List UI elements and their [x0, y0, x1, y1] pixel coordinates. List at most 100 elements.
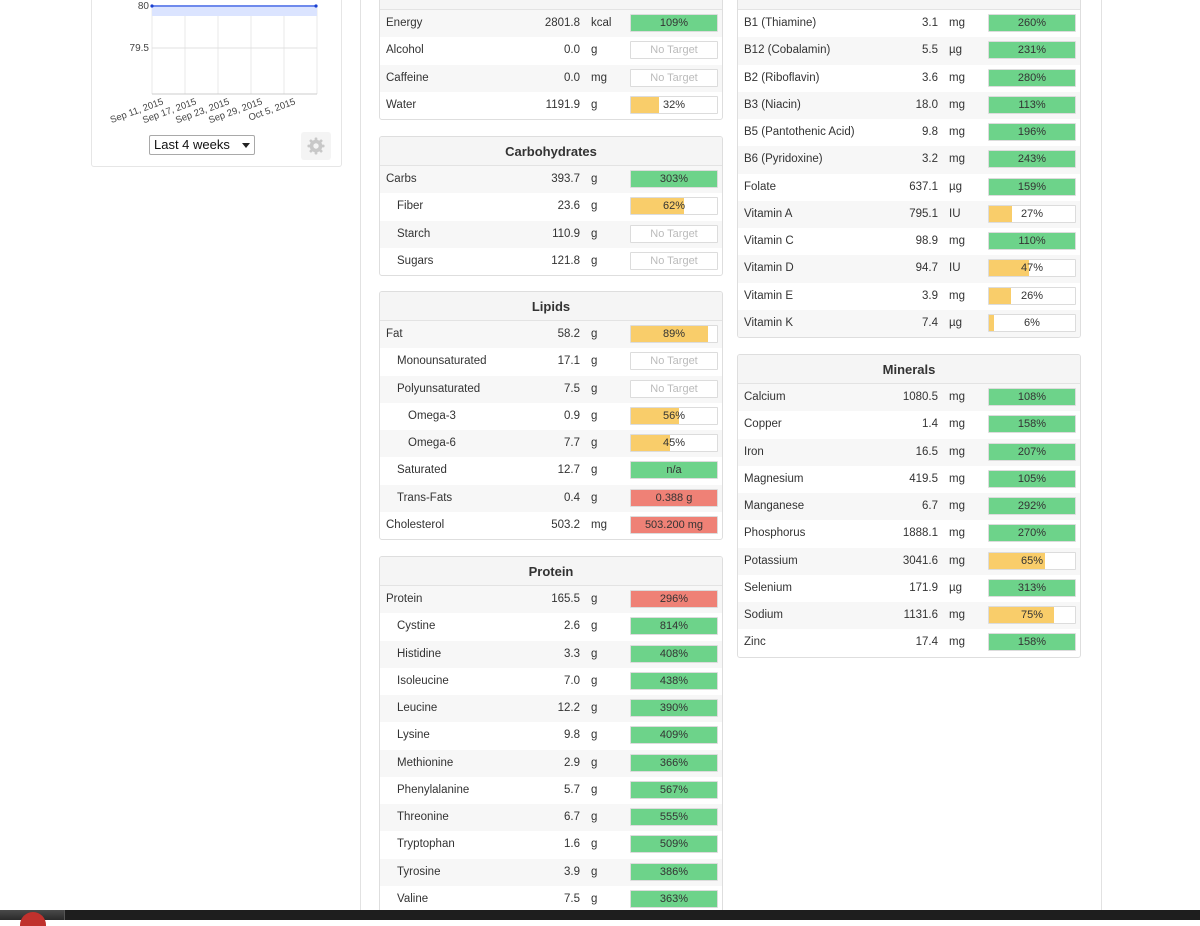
nutrient-row-water[interactable]: Water 1191.9 g 32%: [380, 92, 722, 119]
nutrient-row-lysine[interactable]: Lysine 9.8 g 409%: [380, 722, 722, 749]
nutrient-row-trans-fats[interactable]: Trans-Fats 0.4 g 0.388 g: [380, 484, 722, 512]
progress-label: 438%: [659, 674, 689, 687]
nutrient-amount: 1.4: [922, 418, 938, 431]
nutrient-row-vitamin-c[interactable]: Vitamin C 98.9 mg 110%: [738, 228, 1080, 255]
nutrient-row-vitamin-e[interactable]: Vitamin E 3.9 mg 26%: [738, 283, 1080, 310]
nutrient-row-protein[interactable]: Protein 165.5 g 296%: [380, 586, 722, 614]
target-progress-bar: 313%: [988, 578, 1076, 597]
nutrient-row-iron[interactable]: Iron 16.5 mg 207%: [738, 438, 1080, 466]
nutrient-row-selenium[interactable]: Selenium 171.9 µg 313%: [738, 575, 1080, 602]
nutrient-name: Starch: [397, 227, 431, 240]
nutrient-row-b3-niacin[interactable]: B3 (Niacin) 18.0 mg 113%: [738, 91, 1080, 119]
nutrient-row-copper[interactable]: Copper 1.4 mg 158%: [738, 411, 1080, 438]
nutrient-row-omega-3[interactable]: Omega-3 0.9 g 56%: [380, 403, 722, 430]
nutrient-row-b1-thiamine[interactable]: B1 (Thiamine) 3.1 mg 260%: [738, 10, 1080, 37]
nutrient-name: Trans-Fats: [397, 491, 453, 504]
progress-label: n/a: [666, 464, 682, 477]
time-range-select[interactable]: Last 4 weeks: [149, 135, 255, 155]
nutrient-amount: 0.4: [564, 491, 580, 504]
nutrient-row-vitamin-d[interactable]: Vitamin D 94.7 IU 47%: [738, 255, 1080, 283]
nutrient-row-vitamin-k[interactable]: Vitamin K 7.4 µg 6%: [738, 309, 1080, 337]
nutrient-row-b5-pantothenic-acid[interactable]: B5 (Pantothenic Acid) 9.8 mg 196%: [738, 119, 1080, 146]
progress-fill: [989, 42, 1075, 59]
nutrient-amount: 1080.5: [902, 391, 938, 403]
progress-label: 47%: [1020, 262, 1044, 275]
nutrient-row-histidine[interactable]: Histidine 3.3 g 408%: [380, 640, 722, 668]
nutrient-unit: g: [591, 382, 598, 395]
progress-label: 280%: [1017, 71, 1047, 84]
nutrient-row-leucine[interactable]: Leucine 12.2 g 390%: [380, 695, 722, 723]
progress-fill: [989, 260, 1030, 277]
progress-label: 408%: [659, 647, 689, 660]
nutrient-amount: 9.8: [922, 126, 938, 138]
nutrient-row-cystine[interactable]: Cystine 2.6 g 814%: [380, 613, 722, 640]
nutrient-row-caffeine[interactable]: Caffeine 0.0 mg No Target: [380, 64, 722, 92]
nutrient-row-b2-riboflavin[interactable]: B2 (Riboflavin) 3.6 mg 280%: [738, 65, 1080, 92]
nutrient-amount: 0.9: [564, 409, 580, 422]
nutrient-row-manganese[interactable]: Manganese 6.7 mg 292%: [738, 493, 1080, 521]
nutrient-name: B3 (Niacin): [744, 98, 801, 111]
target-progress-bar: 386%: [630, 862, 718, 881]
start-button[interactable]: [0, 910, 65, 926]
content-border-right: [1101, 0, 1102, 910]
y-tick-label: 79.5: [130, 43, 150, 54]
target-progress-bar: 555%: [630, 808, 718, 826]
nutrient-name: Carbs: [386, 173, 417, 185]
nutrient-row-saturated[interactable]: Saturated 12.7 g n/a: [380, 457, 722, 484]
nutrient-row-zinc[interactable]: Zinc 17.4 mg 158%: [738, 629, 1080, 656]
nutrient-row-monounsaturated[interactable]: Monounsaturated 17.1 g No Target: [380, 348, 722, 375]
progress-fill: [989, 552, 1045, 569]
nutrient-amount: 7.5: [564, 382, 580, 395]
nutrient-row-tryptophan[interactable]: Tryptophan 1.6 g 509%: [380, 831, 722, 858]
nutrient-row-vitamin-a[interactable]: Vitamin A 795.1 IU 27%: [738, 200, 1080, 228]
nutrient-name: Protein: [386, 593, 423, 605]
panel-title: Carbohydrates: [380, 137, 722, 166]
progress-fill: [631, 516, 717, 533]
nutrient-row-calcium[interactable]: Calcium 1080.5 mg 108%: [738, 384, 1080, 412]
target-progress-bar: 56%: [630, 406, 718, 425]
nutrient-amount: 7.0: [564, 674, 580, 687]
nutrient-row-isoleucine[interactable]: Isoleucine 7.0 g 438%: [380, 668, 722, 695]
nutrient-row-methionine[interactable]: Methionine 2.9 g 366%: [380, 749, 722, 777]
nutrient-name: Monounsaturated: [397, 355, 487, 368]
nutrient-amount: 94.7: [915, 262, 938, 275]
nutrient-row-energy[interactable]: Energy 2801.8 kcal 109%: [380, 10, 722, 38]
chart-settings-button[interactable]: [301, 132, 331, 160]
progress-fill: [989, 233, 1075, 249]
nutrient-row-valine[interactable]: Valine 7.5 g 363%: [380, 886, 722, 913]
nutrient-amount: 1.6: [564, 838, 580, 851]
nutrient-name: Cystine: [397, 620, 436, 633]
target-progress-bar: 62%: [630, 197, 718, 216]
nutrient-row-carbs[interactable]: Carbs 393.7 g 303%: [380, 166, 722, 194]
nutrient-row-cholesterol[interactable]: Cholesterol 503.2 mg 503.200 mg: [380, 512, 722, 539]
protein-rows: Protein 165.5 g 296% Cystine 2.6 g 814% Histidin…: [380, 586, 722, 913]
nutrient-row-b12-cobalamin[interactable]: B12 (Cobalamin) 5.5 µg 231%: [738, 37, 1080, 65]
target-progress-bar: 75%: [988, 606, 1076, 624]
nutrient-row-folate[interactable]: Folate 637.1 µg 159%: [738, 174, 1080, 201]
nutrient-row-alcohol[interactable]: Alcohol 0.0 g No Target: [380, 37, 722, 64]
target-progress-bar: No Target: [630, 41, 718, 60]
nutrient-row-fat[interactable]: Fat 58.2 g 89%: [380, 321, 722, 349]
nutrient-row-phosphorus[interactable]: Phosphorus 1888.1 mg 270%: [738, 520, 1080, 547]
nutrient-amount: 393.7: [551, 173, 580, 185]
nutrient-row-fiber[interactable]: Fiber 23.6 g 62%: [380, 193, 722, 220]
nutrient-row-omega-6[interactable]: Omega-6 7.7 g 45%: [380, 430, 722, 458]
nutrient-row-b6-pyridoxine[interactable]: B6 (Pyridoxine) 3.2 mg 243%: [738, 146, 1080, 174]
nutrient-name: Sugars: [397, 254, 434, 267]
nutrient-row-threonine[interactable]: Threonine 6.7 g 555%: [380, 804, 722, 832]
nutrient-row-tyrosine[interactable]: Tyrosine 3.9 g 386%: [380, 858, 722, 886]
nutrient-row-polyunsaturated[interactable]: Polyunsaturated 7.5 g No Target: [380, 375, 722, 403]
nutrient-row-starch[interactable]: Starch 110.9 g No Target: [380, 220, 722, 248]
nutrient-row-sodium[interactable]: Sodium 1131.6 mg 75%: [738, 602, 1080, 630]
target-progress-bar: 89%: [630, 325, 718, 343]
target-progress-bar: 280%: [988, 68, 1076, 87]
nutrient-row-sugars[interactable]: Sugars 121.8 g No Target: [380, 248, 722, 275]
nutrient-row-phenylalanine[interactable]: Phenylalanine 5.7 g 567%: [380, 777, 722, 804]
nutrient-row-potassium[interactable]: Potassium 3041.6 mg 65%: [738, 547, 1080, 575]
minerals-panel: Minerals Calcium 1080.5 mg 108% Copper 1.4 mg 1…: [737, 354, 1081, 658]
target-progress-bar: 158%: [988, 415, 1076, 434]
progress-fill: [631, 171, 717, 187]
progress-fill: [989, 96, 1075, 113]
nutrient-row-magnesium[interactable]: Magnesium 419.5 mg 105%: [738, 466, 1080, 493]
